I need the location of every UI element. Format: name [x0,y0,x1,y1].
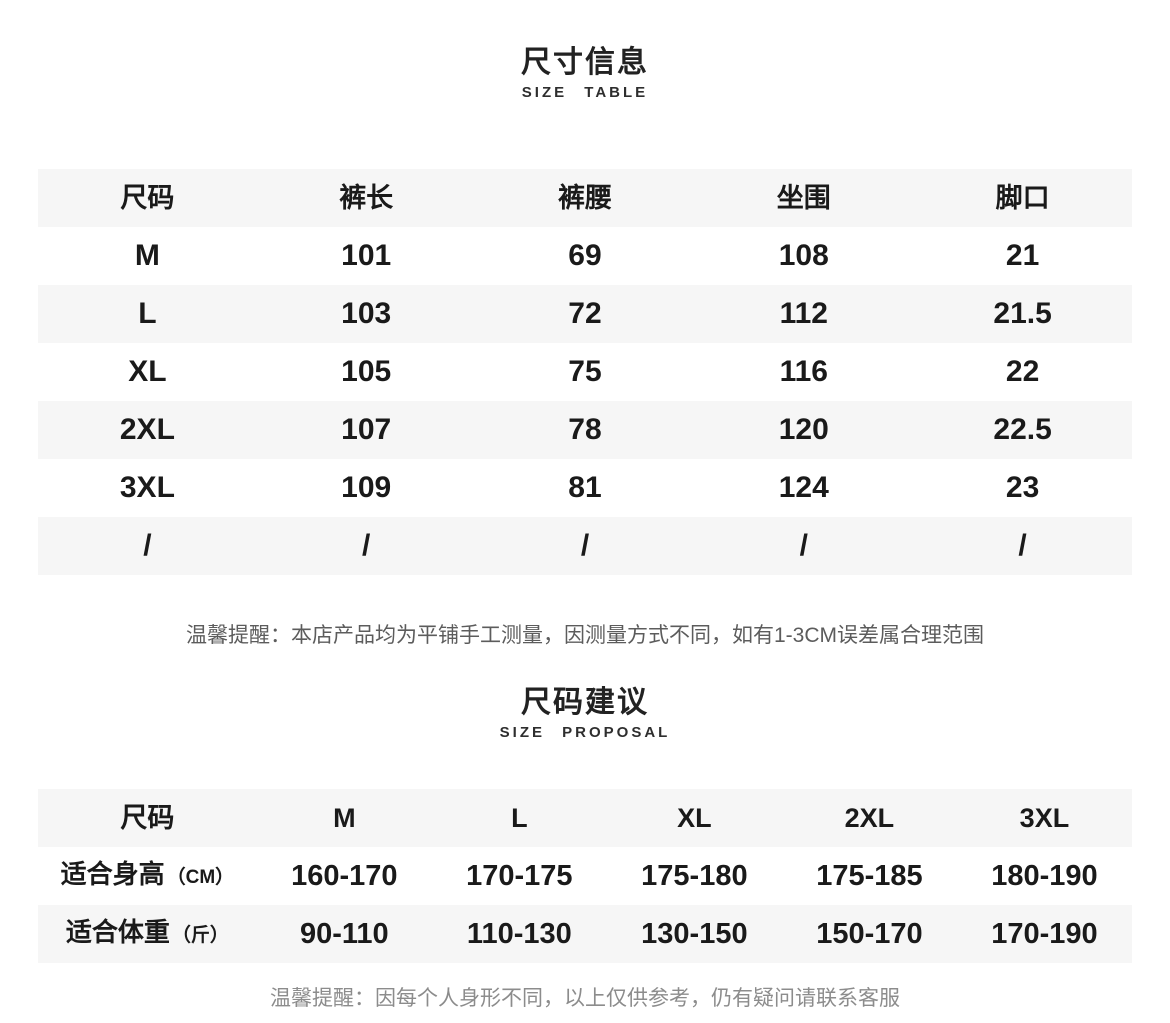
size-table-header-row: 尺码 裤长 裤腰 坐围 脚口 [38,169,1132,227]
size-proposal-header-size: 尺码 [120,803,175,833]
size-table-note: 温馨提醒：本店产品均为平铺手工测量，因测量方式不同，如有1-3CM误差属合理范围 [185,624,984,647]
size-proposal-title-block: 尺码建议 SIZE PROPOSAL [0,686,1170,743]
size-proposal-table: 尺码 M L XL 2XL 3XL 适合身高 （CM） 160-170 170-1… [38,789,1132,963]
table-row: 2XL 107 78 120 22.5 [38,401,1132,459]
table-cell: 170-190 [991,918,1098,950]
table-cell: 90-110 [299,918,389,950]
height-row-label: 适合身高 （CM） [38,845,257,907]
table-cell: 21 [1005,239,1040,272]
table-cell: 81 [568,471,602,504]
size-table-header-size: 尺码 [120,183,175,213]
size-proposal-header-l: L [511,803,528,833]
size-table: 尺码 裤长 裤腰 坐围 脚口 M 101 69 108 21 L 103 72 … [38,169,1132,575]
size-proposal-header-2xl: 2XL [844,803,895,833]
table-cell: 72 [568,297,602,330]
size-proposal-header-m: M [333,803,356,833]
table-cell: 180-190 [991,860,1098,892]
table-cell: / [362,529,371,562]
table-cell: XL [128,355,167,388]
table-cell: / [799,529,808,562]
weight-label-text: 适合体重 [65,917,170,947]
table-cell: 69 [568,239,602,272]
table-cell: 105 [341,355,392,388]
size-proposal-header-3xl: 3XL [1019,803,1070,833]
height-label-text: 适合身高 [60,859,165,889]
table-cell: 170-175 [466,860,573,892]
table-cell: 150-170 [816,918,923,950]
size-table-subtitle: SIZE TABLE [521,84,649,101]
table-cell: 112 [779,297,828,330]
size-proposal-title: 尺码建议 [521,686,649,719]
table-cell: 22 [1005,355,1040,388]
table-cell: / [580,529,590,562]
table-cell: M [134,239,160,272]
height-label-unit: （CM） [166,867,235,888]
weight-row: 适合体重 （斤） 90-110 110-130 130-150 150-170 1… [38,905,1132,963]
table-cell: 110-130 [466,918,572,950]
table-cell: 175-180 [641,860,748,892]
table-cell: 23 [1005,471,1040,504]
size-table-title: 尺寸信息 [521,46,649,79]
table-cell: 160-170 [291,860,398,892]
table-cell: 3XL [119,471,175,504]
table-cell: 109 [341,471,392,504]
table-cell: 116 [779,355,828,388]
table-cell: 108 [778,239,829,272]
table-cell: 75 [568,355,602,388]
table-cell: 103 [341,297,392,330]
size-table-title-block: 尺寸信息 SIZE TABLE [0,0,1170,103]
table-cell: / [1018,529,1027,562]
size-proposal-header-row: 尺码 M L XL 2XL 3XL [38,789,1132,847]
table-cell: 2XL [119,413,175,446]
table-cell: / [143,529,152,562]
table-cell: 175-185 [816,860,923,892]
table-cell: 107 [341,413,392,446]
size-table-header-waist: 裤腰 [557,183,612,213]
size-proposal-header-xl: XL [677,803,712,833]
table-cell: 101 [341,239,392,272]
table-row: 3XL 109 81 124 23 [38,459,1132,517]
table-cell: 78 [568,413,602,446]
size-proposal-subtitle: SIZE PROPOSAL [499,724,671,741]
weight-label-unit: （斤） [171,925,229,946]
table-cell: 120 [778,413,829,446]
table-cell: 130-150 [641,918,748,950]
size-proposal-note: 温馨提醒：因每个人身形不同，以上仅供参考，仍有疑问请联系客服 [270,987,900,1010]
size-table-header-pant-length: 裤长 [339,183,394,213]
table-row: / / / / / [38,517,1132,575]
table-row: L 103 72 112 21.5 [38,285,1132,343]
size-table-header-leg-opening: 脚口 [995,183,1050,213]
table-row: XL 105 75 116 22 [38,343,1132,401]
table-cell: 124 [778,471,829,504]
table-cell: 22.5 [993,413,1052,446]
table-cell: 21.5 [993,297,1052,330]
table-cell: L [138,297,157,330]
weight-row-label: 适合体重 （斤） [38,903,257,965]
size-table-header-hip: 坐围 [776,183,831,213]
table-row: M 101 69 108 21 [38,227,1132,285]
height-row: 适合身高 （CM） 160-170 170-175 175-180 175-185… [38,847,1132,905]
